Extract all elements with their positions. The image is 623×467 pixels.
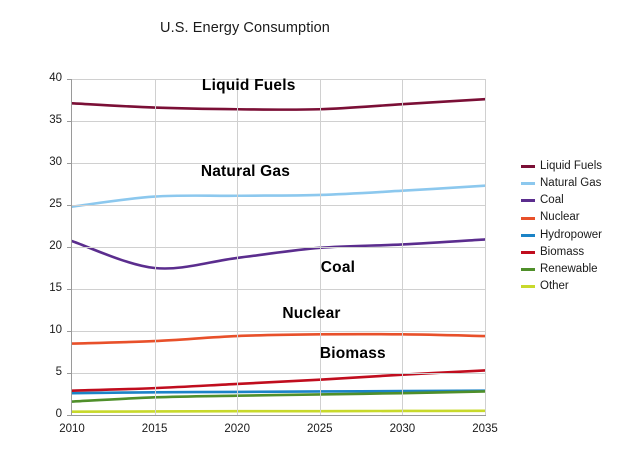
legend-swatch-icon xyxy=(521,285,535,289)
legend-label: Liquid Fuels xyxy=(540,159,603,172)
legend-item-other[interactable]: Other xyxy=(521,278,621,295)
series-line-hydropower xyxy=(72,389,485,395)
gridline-vertical xyxy=(319,79,321,415)
inline-label-coal: Coal xyxy=(320,258,356,276)
y-tick-label: 15 xyxy=(49,282,62,294)
legend-swatch-icon xyxy=(521,268,535,272)
legend-item-renewable[interactable]: Renewable xyxy=(521,261,621,278)
gridline-horizontal xyxy=(72,79,485,80)
inline-label-natural-gas: Natural Gas xyxy=(200,163,291,181)
series-line-coal xyxy=(72,238,485,270)
y-tick-label: 5 xyxy=(55,366,62,378)
y-tick-mark xyxy=(67,247,72,248)
y-tick-label: 40 xyxy=(49,72,62,84)
gridline-horizontal xyxy=(72,163,485,164)
y-tick-mark xyxy=(67,121,72,122)
legend-swatch-icon xyxy=(521,165,535,169)
legend-swatch-icon xyxy=(521,216,535,220)
legend-label: Nuclear xyxy=(540,211,580,224)
legend-label: Natural Gas xyxy=(540,177,602,190)
plot-area: 0 5 10 15 20 25 30 35 40 2010 2015 2020 2025 2030 2035… xyxy=(49,72,498,435)
y-tick-mark xyxy=(67,205,72,206)
gridline-horizontal xyxy=(72,373,485,374)
legend-item-coal[interactable]: Coal xyxy=(521,192,621,209)
gridline-horizontal xyxy=(72,121,485,122)
chart-title: U.S. Energy Consumption xyxy=(160,20,330,36)
y-tick-label: 0 xyxy=(55,408,62,420)
y-tick-mark xyxy=(67,373,72,374)
y-tick-label: 10 xyxy=(49,324,62,336)
x-tick-label: 2015 xyxy=(141,423,168,435)
plot-right-border xyxy=(485,79,486,415)
series-line-other xyxy=(72,409,485,413)
legend-swatch-icon xyxy=(521,233,535,237)
gridline-horizontal xyxy=(72,331,485,332)
series-line-natural-gas xyxy=(72,184,485,208)
gridline-horizontal xyxy=(72,205,485,206)
x-axis-line xyxy=(71,415,486,416)
y-tick-mark xyxy=(67,79,72,80)
legend-label: Renewable xyxy=(540,262,598,275)
legend-item-nuclear[interactable]: Nuclear xyxy=(521,210,621,227)
legend-label: Coal xyxy=(540,194,564,207)
inline-label-nuclear: Nuclear xyxy=(282,305,341,323)
inline-label-liquid-fuels: Liquid Fuels xyxy=(201,77,296,95)
y-tick-label: 20 xyxy=(49,240,62,252)
gridline-horizontal xyxy=(72,289,485,290)
legend-swatch-icon xyxy=(521,182,535,186)
legend-item-natural-gas[interactable]: Natural Gas xyxy=(521,175,621,192)
y-tick-mark xyxy=(67,415,72,416)
legend-item-liquid-fuels[interactable]: Liquid Fuels xyxy=(521,158,621,175)
legend-label: Biomass xyxy=(540,245,585,258)
y-tick-label: 30 xyxy=(49,156,62,168)
y-tick-mark xyxy=(67,163,72,164)
series-line-renewable xyxy=(72,390,485,403)
series-line-biomass xyxy=(72,369,485,392)
legend-swatch-icon xyxy=(521,199,535,203)
legend-label: Hydropower xyxy=(540,228,602,241)
x-tick-label: 2025 xyxy=(307,423,333,435)
legend-swatch-icon xyxy=(521,251,535,255)
x-tick-label: 2020 xyxy=(224,423,250,435)
legend-item-biomass[interactable]: Biomass xyxy=(521,244,621,261)
y-tick-mark xyxy=(67,331,72,332)
series-line-liquid-fuels xyxy=(72,97,485,111)
series-lines xyxy=(72,97,485,413)
x-tick-label: 2010 xyxy=(59,423,85,435)
inline-label-biomass: Biomass xyxy=(319,344,386,362)
y-tick-label: 35 xyxy=(49,114,62,126)
gridline-horizontal xyxy=(72,247,485,248)
y-tick-label: 25 xyxy=(49,198,62,210)
series-line-nuclear xyxy=(72,332,485,345)
gridline-vertical xyxy=(237,79,239,415)
legend-label: Other xyxy=(540,280,569,293)
x-tick-label: 2030 xyxy=(389,423,416,435)
gridline-vertical xyxy=(402,79,404,415)
gridline-vertical xyxy=(154,79,156,415)
x-tick-label: 2035 xyxy=(472,423,498,435)
y-tick-mark xyxy=(67,289,72,290)
legend-item-hydropower[interactable]: Hydropower xyxy=(521,227,621,244)
chart-legend: Liquid Fuels Natural Gas Coal Nuclear Hydrop… xyxy=(521,158,621,296)
